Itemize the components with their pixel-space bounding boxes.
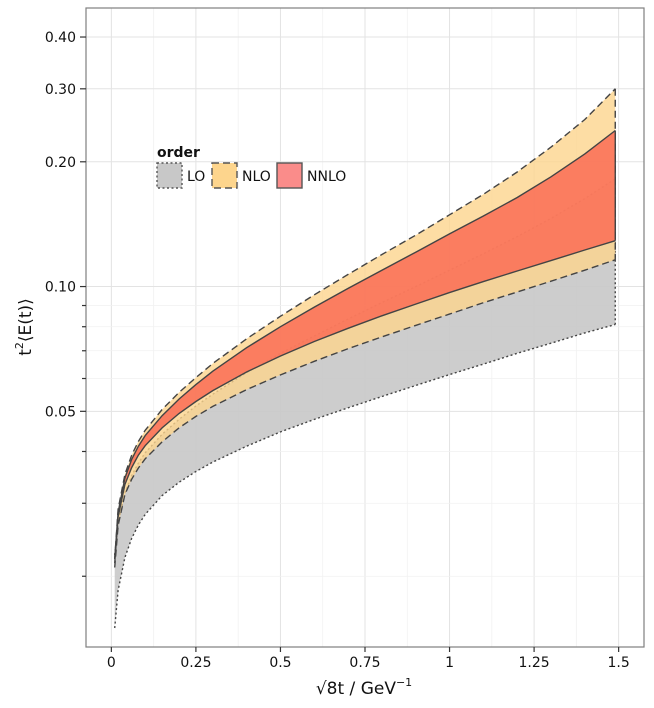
y-tick-label: 0.40	[45, 30, 76, 46]
legend-key-lo	[156, 162, 183, 189]
x-axis-title: √8t / GeV−1	[316, 676, 412, 699]
band-lower-edge-nlo	[114, 259, 616, 568]
band-upper-edge-nnlo	[114, 129, 616, 560]
x-tick-label: 1.25	[519, 655, 550, 671]
legend: order LO NLO NNLO	[156, 145, 346, 189]
y-axis-base: t	[16, 349, 36, 356]
y-axis-rest: ⟨E(t)⟩	[16, 298, 36, 342]
x-axis-sqrt-arg: 8t	[327, 679, 345, 699]
sqrt-symbol: √	[316, 679, 327, 699]
x-tick-label: 0	[107, 655, 116, 671]
y-tick-label: 0.20	[45, 155, 76, 171]
y-tick-label: 0.30	[45, 82, 76, 98]
band-lower-edge-lo	[114, 323, 616, 629]
y-tick-label: 0.10	[45, 280, 76, 296]
legend-label: LO	[187, 169, 205, 185]
legend-title: order	[157, 145, 200, 161]
band-upper-edge-nlo	[114, 88, 616, 560]
legend-item-nlo: NLO	[211, 162, 271, 189]
band-nlo	[114, 88, 616, 568]
series-bands	[114, 88, 616, 629]
y-axis-title: t2⟨E(t)⟩	[13, 298, 36, 356]
y-axis-exponent: 2	[13, 342, 26, 349]
legend-item-lo: LO	[156, 162, 205, 189]
x-tick-label: 1	[445, 655, 454, 671]
legend-label: NNLO	[307, 169, 346, 185]
x-tick-label: 0.25	[180, 655, 211, 671]
axes: 0 0.25 0.5 0.75 1 1.25 1.5 0.05 0.10 0.20 0.30 0.40	[45, 30, 630, 671]
x-axis-unit: / GeV	[344, 679, 396, 699]
x-tick-label: 0.5	[269, 655, 291, 671]
band-nnlo	[114, 129, 616, 564]
band-lower-edge-nnlo	[114, 240, 616, 564]
legend-label: NLO	[242, 169, 271, 185]
legend-item-nnlo: NNLO	[276, 162, 346, 189]
band-fill-nnlo	[114, 130, 616, 564]
x-axis-unit-exponent: −1	[396, 676, 412, 689]
legend-key-nlo	[211, 162, 238, 189]
legend-key-nnlo	[276, 162, 303, 189]
x-tick-label: 0.75	[349, 655, 380, 671]
x-tick-label: 1.5	[608, 655, 630, 671]
y-tick-label: 0.05	[45, 404, 76, 420]
band-fill-nlo	[114, 88, 616, 568]
